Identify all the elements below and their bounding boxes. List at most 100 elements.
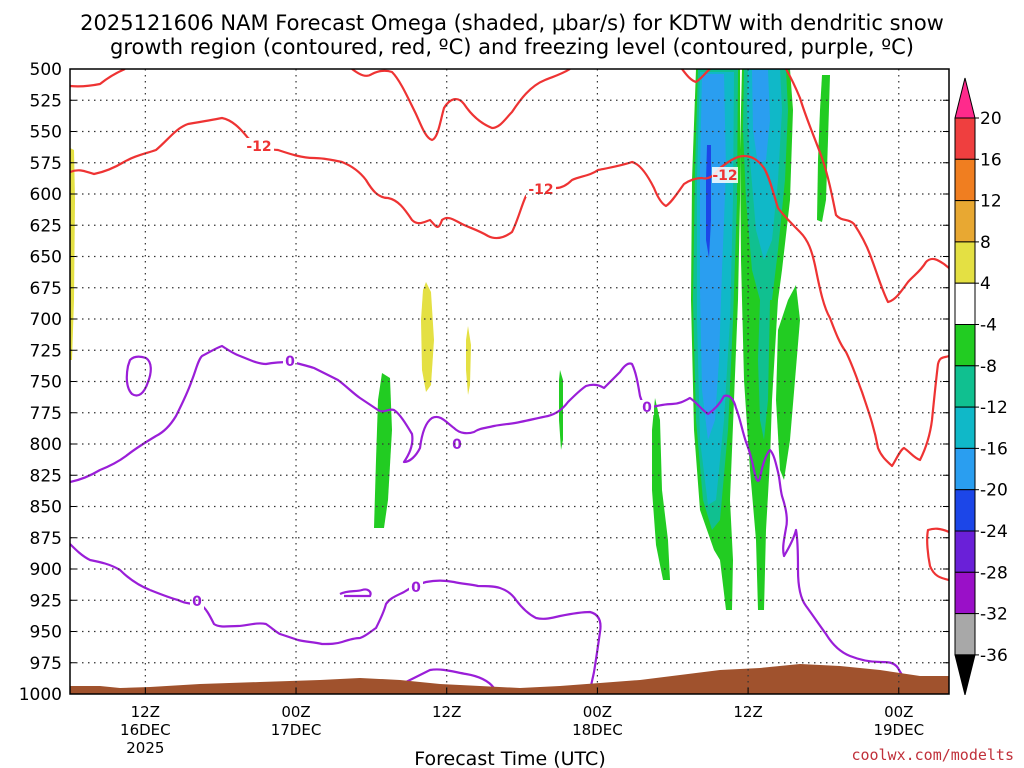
colorbar: 20 16 12 8 4 -4 -8 -12 -16 -20 -24 -28 -32 -36	[954, 77, 1008, 696]
x-tick-label: 00Z	[281, 703, 310, 721]
omega-negative-region	[758, 300, 770, 440]
y-tick-label: 625	[30, 216, 62, 236]
plot-area: -12 -12 -12 0 0 0 0 0	[70, 69, 949, 694]
freezing-isotherm	[339, 588, 372, 598]
omega-positive-region	[421, 282, 434, 392]
colorbar-bin	[954, 447, 976, 491]
colorbar-label: -28	[980, 563, 1008, 583]
y-tick-label: 800	[30, 435, 62, 455]
omega-negative-region	[652, 398, 670, 580]
dendritic-isotherm-upper	[681, 69, 711, 84]
colorbar-bin	[954, 117, 976, 160]
colorbar-label: -36	[980, 646, 1008, 666]
omega-negative-region	[374, 373, 392, 528]
y-tick-label: 750	[30, 373, 62, 393]
y-tick-label: 1000	[19, 685, 62, 705]
freezing-isotherm	[70, 543, 151, 592]
colorbar-bin	[954, 158, 976, 202]
y-tick-label: 650	[30, 248, 62, 268]
terrain-fill	[70, 664, 949, 694]
omega-positive-region	[70, 148, 75, 360]
omega-negative-region	[706, 145, 711, 258]
x-tick-label: 00Z	[583, 703, 612, 721]
colorbar-label: -20	[980, 481, 1008, 501]
contour-label-zero: 0	[452, 437, 462, 453]
colorbar-label: 8	[980, 233, 991, 253]
contour-label-zero: 0	[285, 354, 295, 370]
dendritic-isotherm-lower	[70, 116, 949, 468]
colorbar-bin	[954, 571, 976, 615]
credit-text: coolwx.com/modelts	[851, 746, 1014, 764]
colorbar-bin	[954, 282, 976, 326]
contour-label-zero: 0	[411, 580, 421, 596]
omega-negative-region	[817, 75, 830, 222]
omega-negative-region	[752, 70, 770, 165]
y-tick-label: 500	[30, 60, 62, 80]
contour-label-minus12: -12	[712, 168, 737, 184]
y-tick-label: 575	[30, 154, 62, 174]
omega-positive-region	[466, 326, 471, 395]
dendritic-isotherm-lower	[926, 527, 949, 582]
contour-label-minus12: -12	[528, 182, 553, 198]
x-tick-year: 2025	[126, 739, 164, 757]
y-tick-label: 700	[30, 310, 62, 330]
colorbar-label: -12	[980, 398, 1008, 418]
x-tick-date: 17DEC	[271, 721, 322, 739]
freezing-isotherm	[149, 579, 602, 694]
colorbar-label: -24	[980, 522, 1008, 542]
y-tick-label: 850	[30, 498, 62, 518]
x-tick-label: 00Z	[884, 703, 913, 721]
contour-labels: -12 -12 -12 0 0 0 0 0	[190, 138, 738, 610]
y-tick-label: 675	[30, 279, 62, 299]
colorbar-bin	[954, 200, 976, 243]
colorbar-label: -8	[980, 357, 997, 377]
y-tick-label: 525	[30, 91, 62, 111]
colorbar-bin	[954, 489, 976, 532]
y-tick-label: 550	[30, 123, 62, 143]
chart-title-line1: 2025121606 NAM Forecast Omega (shaded, μ…	[80, 11, 944, 35]
y-tick-label: 900	[30, 560, 62, 580]
x-tick-date: 16DEC	[120, 721, 171, 739]
colorbar-label: -16	[980, 439, 1008, 459]
colorbar-label: 12	[980, 192, 1002, 212]
dendritic-isotherm-upper	[785, 69, 949, 304]
contour-label-zero: 0	[192, 594, 202, 610]
colorbar-label: -4	[980, 316, 997, 336]
y-tick-label: 825	[30, 466, 62, 486]
y-tick-label: 950	[30, 623, 62, 643]
colorbar-bin	[954, 365, 976, 408]
y-tick-label: 975	[30, 654, 62, 674]
contour-label-minus12: -12	[246, 139, 271, 155]
omega-shading	[70, 69, 830, 610]
colorbar-label: 4	[980, 274, 991, 294]
colorbar-label: -32	[980, 605, 1008, 625]
dendritic-contours	[70, 69, 949, 582]
colorbar-label: 16	[980, 150, 1002, 170]
colorbar-bin	[954, 530, 976, 573]
y-axis-ticks: 500 525 550 575 600 625 650 675 700 725 750 775 800 8…	[19, 60, 949, 705]
colorbar-bottom-arrow	[954, 654, 976, 696]
x-tick-label: 12Z	[432, 703, 461, 721]
y-tick-label: 875	[30, 529, 62, 549]
freezing-isotherm	[405, 668, 498, 694]
freezing-isotherm	[125, 355, 152, 397]
x-tick-label: 12Z	[131, 703, 160, 721]
x-axis-label: Forecast Time (UTC)	[414, 748, 605, 768]
colorbar-top-arrow	[954, 77, 976, 119]
colorbar-bin	[954, 406, 976, 449]
grid-lines	[70, 69, 949, 694]
y-tick-label: 600	[30, 185, 62, 205]
x-tick-date: 18DEC	[572, 721, 623, 739]
colorbar-bin	[954, 324, 976, 367]
y-tick-label: 775	[30, 404, 62, 424]
omega-negative-region	[776, 285, 800, 480]
y-tick-label: 925	[30, 591, 62, 611]
contour-label-zero: 0	[642, 400, 652, 416]
chart-title-line2: growth region (contoured, red, ºC) and f…	[110, 35, 914, 59]
dendritic-isotherm-upper	[70, 69, 126, 88]
colorbar-label: 20	[980, 109, 1002, 129]
colorbar-bin	[954, 241, 976, 284]
y-tick-label: 725	[30, 341, 62, 361]
